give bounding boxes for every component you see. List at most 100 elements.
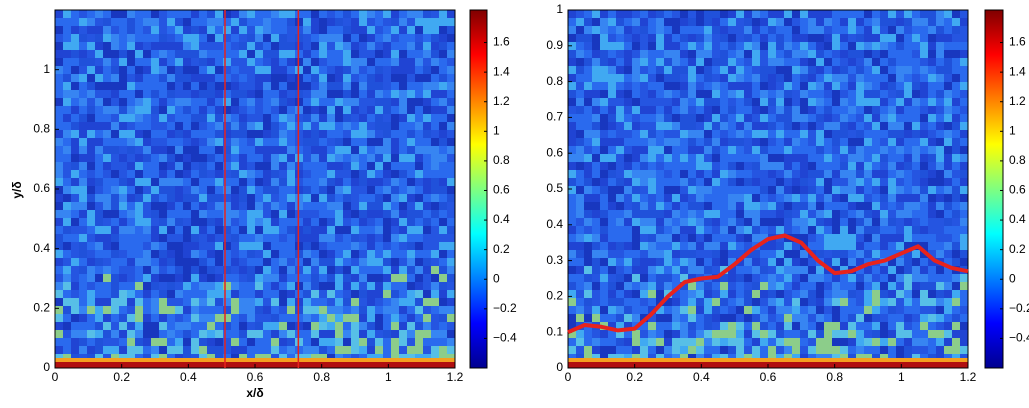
field-cell (71, 66, 79, 74)
field-cell (792, 250, 800, 258)
field-cell (423, 194, 431, 202)
field-cell (439, 186, 447, 194)
field-cell (928, 242, 936, 250)
field-cell (447, 330, 455, 338)
field-cell (351, 50, 359, 58)
field-cell (832, 34, 840, 42)
field-cell (303, 226, 311, 234)
field-cell (367, 194, 375, 202)
field-cell (111, 218, 119, 226)
field-cell (920, 34, 928, 42)
field-cell (207, 202, 215, 210)
field-cell (592, 346, 600, 354)
field-cell (872, 106, 880, 114)
field-cell (792, 90, 800, 98)
field-cell (151, 58, 159, 66)
field-cell (608, 154, 616, 162)
field-cell (624, 178, 632, 186)
field-cell (319, 10, 327, 18)
field-cell (351, 266, 359, 274)
field-cell (696, 114, 704, 122)
field-cell (864, 330, 872, 338)
field-cell (680, 34, 688, 42)
field-cell (800, 154, 808, 162)
field-cell (592, 170, 600, 178)
field-cell (584, 10, 592, 18)
field-cell (824, 202, 832, 210)
field-cell (159, 218, 167, 226)
field-cell (936, 282, 944, 290)
field-cell (752, 314, 760, 322)
field-cell (55, 338, 63, 346)
field-cell (311, 138, 319, 146)
field-cell (872, 186, 880, 194)
colorbar-tick-label: 0.4 (1009, 212, 1026, 226)
field-cell (311, 50, 319, 58)
field-cell (391, 322, 399, 330)
field-cell (135, 130, 143, 138)
field-cell (936, 234, 944, 242)
field-cell (728, 242, 736, 250)
field-cell (151, 186, 159, 194)
field-cell (960, 178, 968, 186)
field-cell (912, 306, 920, 314)
field-cell (143, 90, 151, 98)
field-cell (215, 162, 223, 170)
field-cell (391, 234, 399, 242)
field-cell (752, 186, 760, 194)
plot: 0 0.2 0.4 0.6 0.8 1 1.200.20.40.60.81−0.4−0.20… (33, 9, 517, 384)
field-cell (712, 170, 720, 178)
field-cell (760, 202, 768, 210)
field-cell (199, 258, 207, 266)
field-cell (287, 218, 295, 226)
field-cell (103, 202, 111, 210)
field-cell (399, 258, 407, 266)
field-cell (928, 314, 936, 322)
field-cell (263, 10, 271, 18)
field-cell (231, 266, 239, 274)
field-cell (680, 178, 688, 186)
field-cell (391, 266, 399, 274)
field-cell (904, 314, 912, 322)
field-cell (888, 242, 896, 250)
field-cell (760, 346, 768, 354)
field-cell (880, 162, 888, 170)
field-cell (920, 242, 928, 250)
field-cell (848, 154, 856, 162)
field-cell (351, 106, 359, 114)
field-cell (696, 162, 704, 170)
field-cell (175, 306, 183, 314)
field-cell (824, 90, 832, 98)
field-cell (423, 42, 431, 50)
field-cell (920, 218, 928, 226)
field-cell (688, 210, 696, 218)
field-cell (271, 162, 279, 170)
field-cell (215, 42, 223, 50)
field-cell (712, 146, 720, 154)
field-cell (327, 66, 335, 74)
field-cell (872, 274, 880, 282)
field-cell (207, 210, 215, 218)
field-cell (712, 122, 720, 130)
field-cell (792, 42, 800, 50)
field-cell (255, 138, 263, 146)
field-cell (223, 330, 231, 338)
field-cell (656, 50, 664, 58)
field-cell (231, 10, 239, 18)
field-cell (127, 282, 135, 290)
field-cell (744, 18, 752, 26)
field-cell (888, 58, 896, 66)
field-cell (776, 82, 784, 90)
field-cell (728, 82, 736, 90)
field-cell (688, 322, 696, 330)
field-cell (584, 162, 592, 170)
field-cell (896, 10, 904, 18)
field-cell (327, 170, 335, 178)
field-cell (95, 322, 103, 330)
field-cell (255, 82, 263, 90)
field-cell (624, 290, 632, 298)
field-cell (920, 18, 928, 26)
field-cell (616, 114, 624, 122)
field-cell (960, 90, 968, 98)
field-cell (576, 346, 584, 354)
